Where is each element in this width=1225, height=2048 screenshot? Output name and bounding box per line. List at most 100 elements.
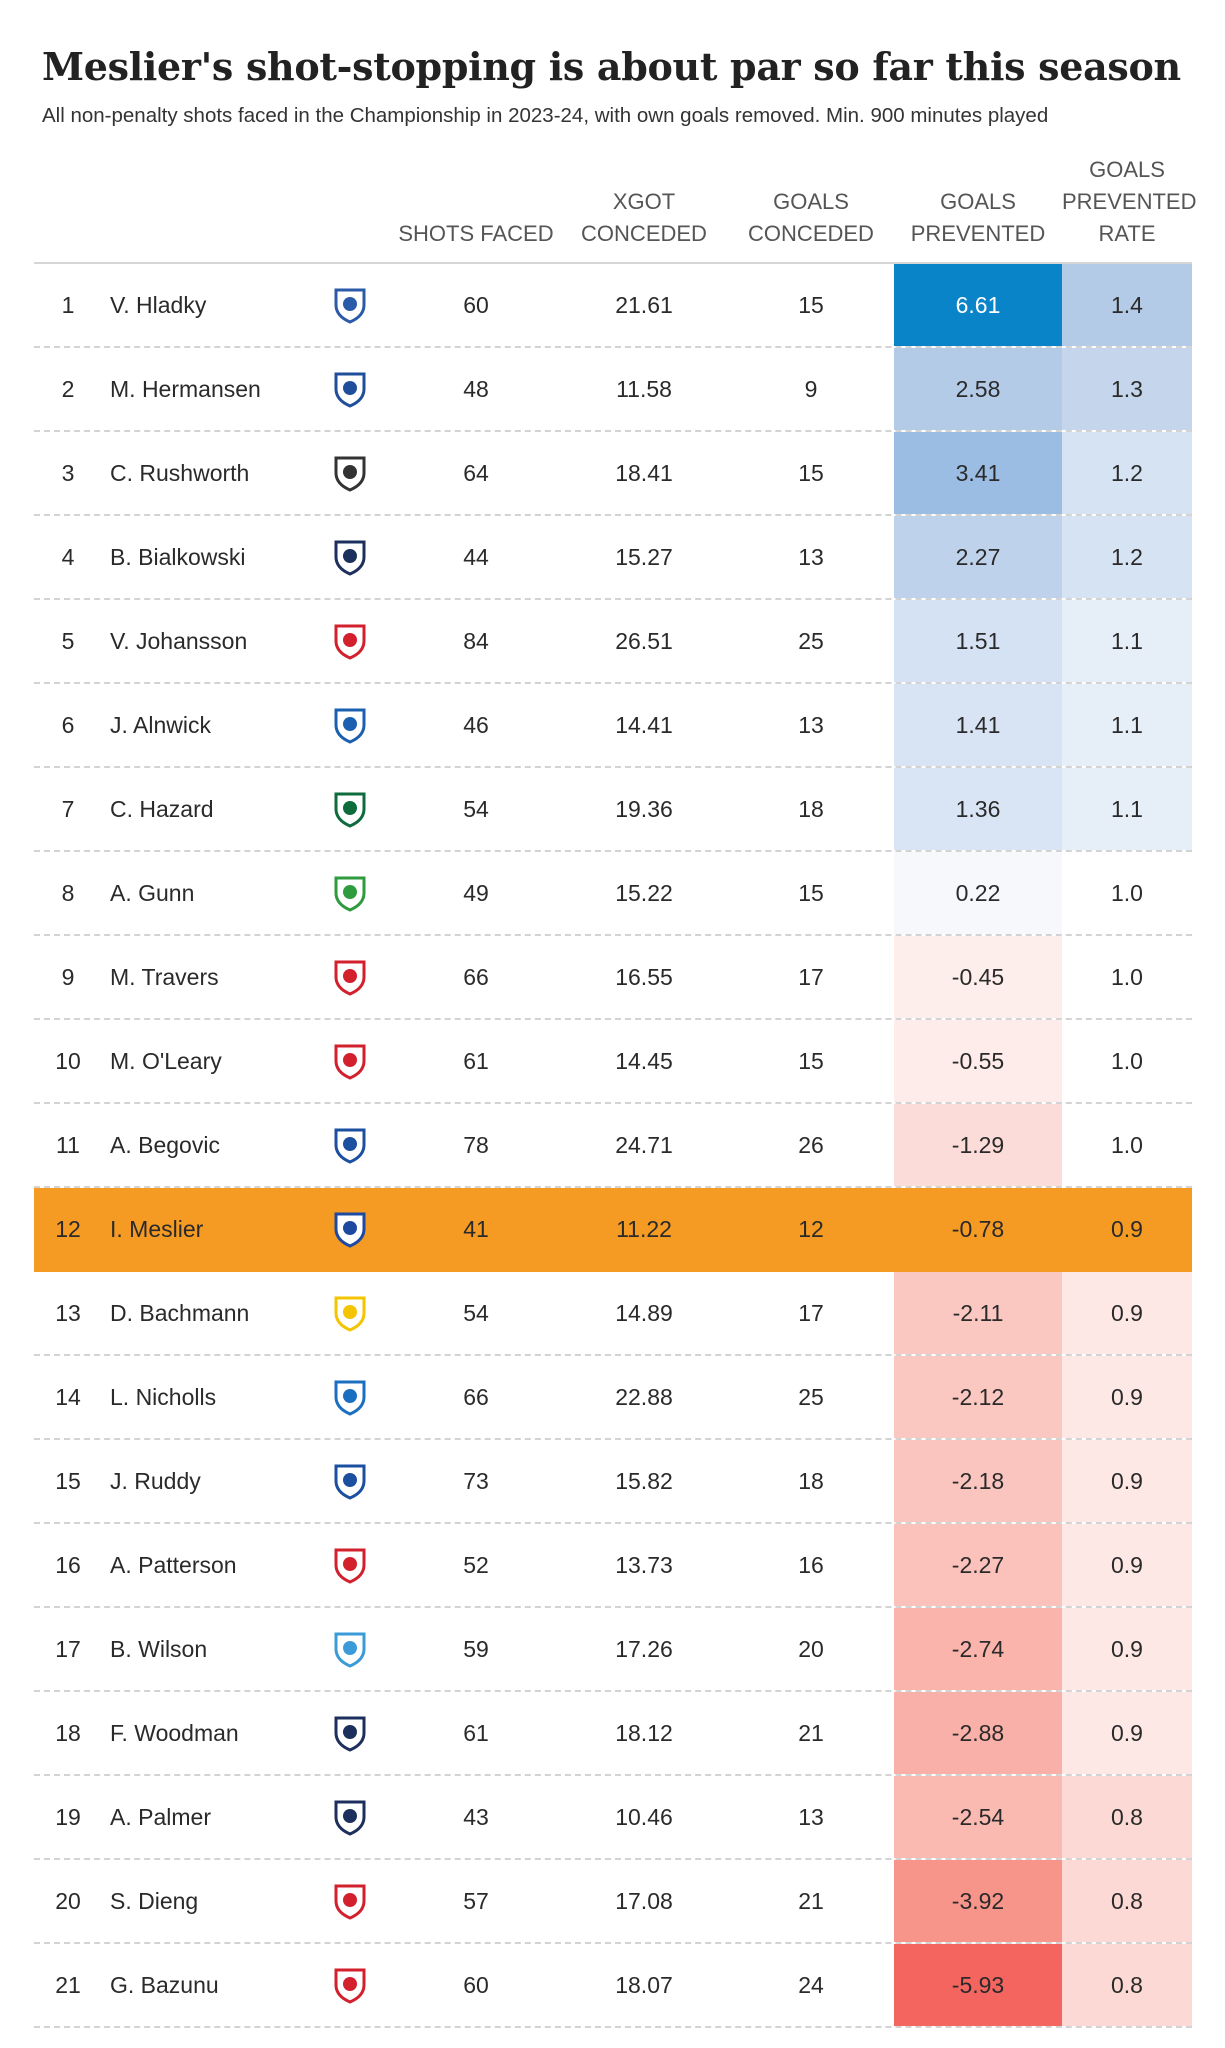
club-crest-icon <box>304 516 396 598</box>
player-name: M. O'Leary <box>110 1048 222 1074</box>
shots-faced-cell: 46 <box>463 712 489 738</box>
rank-cell: 21 <box>55 1972 81 1998</box>
goals-conceded-cell: 15 <box>798 1048 824 1074</box>
rank-cell: 8 <box>61 880 75 906</box>
shots-faced-cell: 48 <box>463 376 489 402</box>
goals-prevented-rate-cell: 1.4 <box>1062 264 1192 346</box>
xgot-conceded-cell: 26.51 <box>615 628 673 654</box>
goals-prevented-cell: 2.58 <box>894 348 1062 430</box>
player-name: J. Ruddy <box>110 1468 201 1494</box>
club-crest-icon <box>304 1692 396 1774</box>
goals-prevented-rate-cell: 1.2 <box>1062 432 1192 514</box>
shots-faced-cell: 78 <box>463 1132 489 1158</box>
rank-cell: 10 <box>55 1048 81 1074</box>
table-row: 18 F. Woodman 61 18.12 21 -2.88 0.9 <box>34 1692 1192 1776</box>
rank-cell: 16 <box>55 1552 81 1578</box>
goals-prevented-cell: -0.45 <box>894 936 1062 1018</box>
goals-prevented-rate-cell: 1.0 <box>1062 1020 1192 1102</box>
rank-cell: 17 <box>55 1636 81 1662</box>
xgot-conceded-cell: 18.41 <box>615 460 673 486</box>
goals-prevented-rate-cell: 0.8 <box>1062 1944 1192 2026</box>
goals-prevented-rate-cell: 0.9 <box>1062 1440 1192 1522</box>
table-row: 7 C. Hazard 54 19.36 18 1.36 1.1 <box>34 768 1192 852</box>
xgot-conceded-cell: 15.82 <box>615 1468 673 1494</box>
header-xgot-conceded: XGOT CONCEDED <box>581 189 707 246</box>
table-row: 6 J. Alnwick 46 14.41 13 1.41 1.1 <box>34 684 1192 768</box>
xgot-conceded-cell: 15.27 <box>615 544 673 570</box>
goals-prevented-rate-cell: 1.3 <box>1062 348 1192 430</box>
goals-prevented-rate-cell: 1.0 <box>1062 852 1192 934</box>
club-crest-icon <box>304 1944 396 2026</box>
player-name: S. Dieng <box>110 1888 199 1914</box>
goals-prevented-rate-cell: 0.8 <box>1062 1860 1192 1942</box>
club-crest-icon <box>304 768 396 850</box>
xgot-conceded-cell: 16.55 <box>615 964 673 990</box>
chart-title: Meslier's shot-stopping is about par so … <box>42 44 1181 89</box>
goals-prevented-cell: -2.27 <box>894 1524 1062 1606</box>
shots-faced-cell: 54 <box>463 1300 489 1326</box>
header-goals-conceded: GOALS CONCEDED <box>748 189 874 246</box>
player-name: A. Gunn <box>110 880 195 906</box>
rank-cell: 4 <box>61 544 75 570</box>
goals-prevented-rate-cell: 1.0 <box>1062 1104 1192 1186</box>
goals-conceded-cell: 15 <box>798 292 824 318</box>
goals-prevented-cell: 3.41 <box>894 432 1062 514</box>
xgot-conceded-cell: 19.36 <box>615 796 673 822</box>
table-row: 2 M. Hermansen 48 11.58 9 2.58 1.3 <box>34 348 1192 432</box>
club-crest-icon <box>304 1272 396 1354</box>
club-crest-icon <box>304 936 396 1018</box>
goals-prevented-rate-cell: 0.8 <box>1062 1776 1192 1858</box>
header-goals-prevented-rate: GOALS PREVENTED RATE <box>1062 157 1197 246</box>
goals-conceded-cell: 25 <box>798 628 824 654</box>
goals-prevented-rate-cell: 1.2 <box>1062 516 1192 598</box>
table-row: 3 C. Rushworth 64 18.41 15 3.41 1.2 <box>34 432 1192 516</box>
goals-prevented-cell: -0.55 <box>894 1020 1062 1102</box>
player-name: V. Johansson <box>110 628 248 654</box>
club-crest-icon <box>304 348 396 430</box>
shots-faced-cell: 49 <box>463 880 489 906</box>
club-crest-icon <box>304 600 396 682</box>
goals-prevented-cell: -2.54 <box>894 1776 1062 1858</box>
goals-prevented-cell: -1.29 <box>894 1104 1062 1186</box>
club-crest-icon <box>304 1356 396 1438</box>
rank-cell: 7 <box>61 796 75 822</box>
player-name: A. Palmer <box>110 1804 211 1830</box>
shots-faced-cell: 54 <box>463 796 489 822</box>
goals-prevented-cell: 0.22 <box>894 852 1062 934</box>
goals-prevented-rate-cell: 1.1 <box>1062 684 1192 766</box>
xgot-conceded-cell: 22.88 <box>615 1384 673 1410</box>
rank-cell: 19 <box>55 1804 81 1830</box>
xgot-conceded-cell: 17.26 <box>615 1636 673 1662</box>
goals-conceded-cell: 26 <box>798 1132 824 1158</box>
goals-conceded-cell: 18 <box>798 796 824 822</box>
player-name: J. Alnwick <box>110 712 211 738</box>
table-row: 11 A. Begovic 78 24.71 26 -1.29 1.0 <box>34 1104 1192 1188</box>
table-row: 17 B. Wilson 59 17.26 20 -2.74 0.9 <box>34 1608 1192 1692</box>
xgot-conceded-cell: 18.07 <box>615 1972 673 1998</box>
goals-prevented-cell: 2.27 <box>894 516 1062 598</box>
xgot-conceded-cell: 13.73 <box>615 1552 673 1578</box>
goals-prevented-cell: 1.51 <box>894 600 1062 682</box>
goals-prevented-cell: -2.88 <box>894 1692 1062 1774</box>
shots-faced-cell: 84 <box>463 628 489 654</box>
goals-conceded-cell: 16 <box>798 1552 824 1578</box>
xgot-conceded-cell: 17.08 <box>615 1888 673 1914</box>
goals-conceded-cell: 12 <box>798 1216 824 1242</box>
goals-conceded-cell: 25 <box>798 1384 824 1410</box>
goals-conceded-cell: 24 <box>798 1972 824 1998</box>
shots-faced-cell: 61 <box>463 1720 489 1746</box>
goals-conceded-cell: 20 <box>798 1636 824 1662</box>
club-crest-icon <box>304 1524 396 1606</box>
player-name: B. Wilson <box>110 1636 208 1662</box>
player-name: C. Rushworth <box>110 460 250 486</box>
header-shots-faced: SHOTS FACED <box>398 221 554 246</box>
shots-faced-cell: 59 <box>463 1636 489 1662</box>
goals-prevented-rate-cell: 0.9 <box>1062 1692 1192 1774</box>
goals-conceded-cell: 17 <box>798 964 824 990</box>
table-row: 5 V. Johansson 84 26.51 25 1.51 1.1 <box>34 600 1192 684</box>
club-crest-icon <box>304 1104 396 1186</box>
rank-cell: 15 <box>55 1468 81 1494</box>
table-row: 1 V. Hladky 60 21.61 15 6.61 1.4 <box>34 264 1192 348</box>
goals-prevented-cell: -0.78 <box>894 1188 1062 1270</box>
player-name: A. Patterson <box>110 1552 237 1578</box>
